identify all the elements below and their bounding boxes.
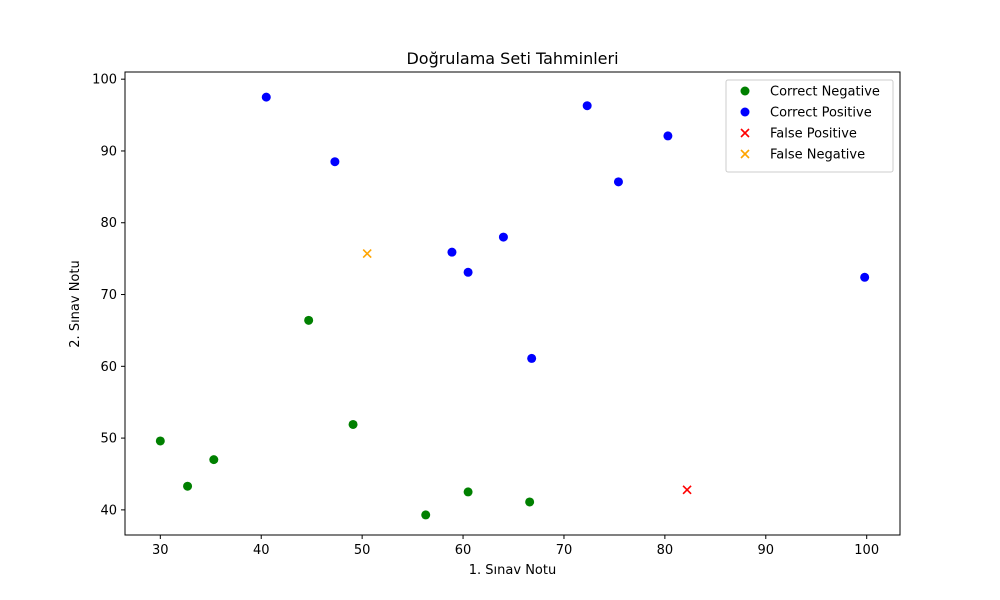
y-tick-label: 90 (100, 144, 117, 159)
correct-positive-point (663, 131, 673, 141)
y-tick-label: 60 (100, 360, 117, 375)
chart-title: Doğrulama Seti Tahminleri (406, 49, 618, 68)
correct-negative-point (304, 315, 314, 325)
correct-positive-point (330, 157, 340, 167)
correct-positive-point (860, 272, 870, 282)
legend-box (725, 79, 894, 173)
correct-negative-point (155, 436, 165, 446)
x-axis-ticks: 30 40 50 60 70 80 90 100 (152, 535, 879, 558)
correct-negative-point (209, 455, 219, 465)
legend-label: Correct Positive (770, 106, 872, 121)
series-false-positive (682, 485, 692, 495)
series-false-negative (362, 249, 372, 259)
x-tick-label: 60 (455, 543, 472, 558)
x-axis-label: 1. Sınav Notu (469, 563, 556, 578)
plot-frame (124, 71, 901, 536)
correct-negative-point (348, 419, 358, 429)
y-tick-label: 80 (100, 216, 117, 231)
legend-label: False Negative (770, 148, 865, 163)
x-tick-label: 90 (758, 543, 775, 558)
legend: Correct Negative Correct Positive False Po… (725, 79, 894, 173)
x-marker-stroke (362, 249, 372, 259)
legend-label: Correct Negative (770, 85, 880, 100)
y-tick-label: 50 (100, 432, 117, 447)
correct-positive-point (463, 267, 473, 277)
x-marker-stroke (740, 128, 750, 138)
y-axis-label: 2. Sınav Notu (68, 260, 83, 347)
correct-positive-point (261, 92, 271, 102)
x-tick-label: 40 (253, 543, 270, 558)
x-tick-label: 50 (354, 543, 371, 558)
y-tick-label: 70 (100, 288, 117, 303)
correct-positive-point (582, 101, 592, 111)
correct-positive-point (527, 353, 537, 363)
plot-area: 30 40 50 60 70 80 90 100 40 50 60 70 80 90 100 (92, 71, 901, 558)
correct-positive-point (447, 247, 457, 257)
y-tick-label: 100 (92, 73, 117, 88)
x-marker-stroke (682, 485, 692, 495)
false-positive-point (682, 485, 692, 495)
correct-negative-point (463, 487, 473, 497)
y-tick-label: 40 (100, 503, 117, 518)
x-marker-stroke (740, 149, 750, 159)
x-tick-label: 80 (657, 543, 674, 558)
legend-marker (740, 128, 750, 138)
x-tick-label: 30 (152, 543, 169, 558)
series-correct-positive (261, 92, 870, 363)
legend-marker (740, 107, 750, 117)
x-tick-label: 100 (854, 543, 879, 558)
correct-negative-point (525, 497, 535, 507)
y-axis-ticks: 40 50 60 70 80 90 100 (92, 73, 125, 518)
legend-label: False Positive (770, 127, 857, 142)
legend-marker (740, 86, 750, 96)
correct-negative-point (183, 481, 193, 491)
correct-positive-point (498, 232, 508, 242)
correct-positive-point (613, 177, 623, 187)
correct-negative-point (421, 510, 431, 520)
false-negative-point (362, 249, 372, 259)
x-tick-label: 70 (556, 543, 573, 558)
series-correct-negative (155, 315, 535, 520)
legend-marker (740, 149, 750, 159)
